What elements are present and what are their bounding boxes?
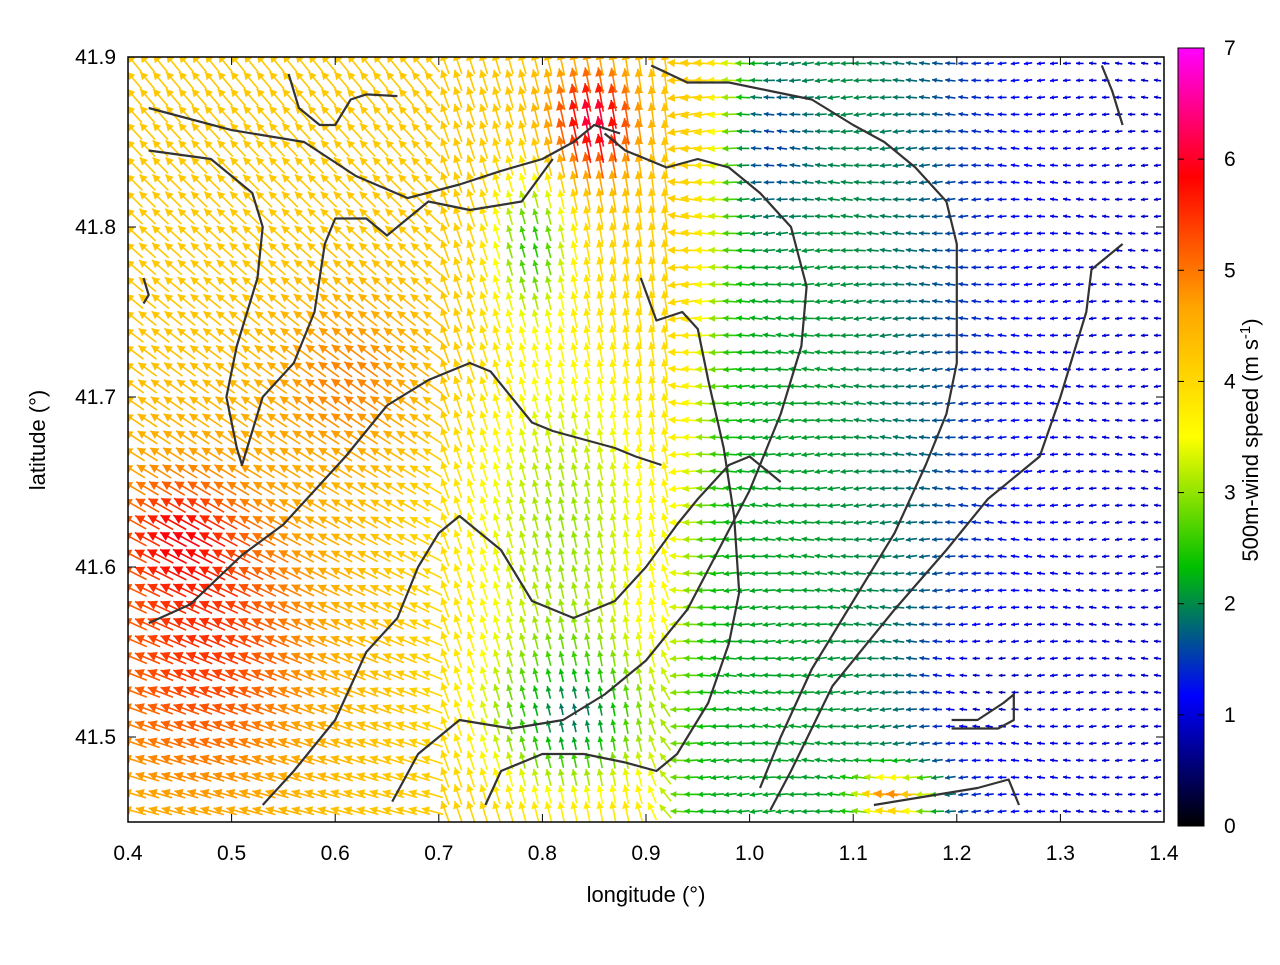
wind-vector-chart: 0.40.50.60.70.80.91.01.11.21.31.4 41.541… (0, 0, 1280, 960)
chart-svg: 0.40.50.60.70.80.91.01.11.21.31.4 41.541… (0, 0, 1280, 960)
